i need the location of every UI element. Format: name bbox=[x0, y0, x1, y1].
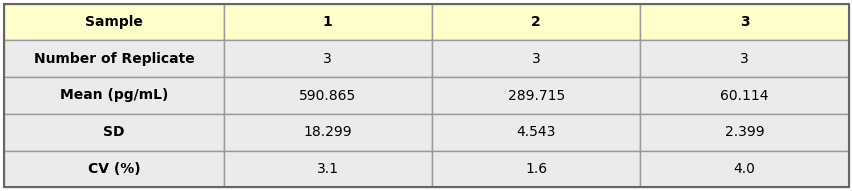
Text: 3: 3 bbox=[739, 15, 748, 29]
Bar bbox=[223, 40, 431, 77]
Bar bbox=[223, 4, 431, 40]
Text: 60.114: 60.114 bbox=[719, 88, 768, 103]
Text: 1: 1 bbox=[323, 15, 332, 29]
Bar bbox=[431, 114, 640, 151]
Bar bbox=[223, 151, 431, 187]
Text: 3: 3 bbox=[323, 52, 331, 66]
Text: Number of Replicate: Number of Replicate bbox=[33, 52, 194, 66]
Bar bbox=[431, 4, 640, 40]
Text: Sample: Sample bbox=[85, 15, 142, 29]
Bar bbox=[223, 114, 431, 151]
Bar bbox=[4, 40, 223, 77]
Bar bbox=[640, 114, 848, 151]
Bar bbox=[4, 114, 223, 151]
Text: 18.299: 18.299 bbox=[303, 125, 352, 139]
Text: 289.715: 289.715 bbox=[507, 88, 564, 103]
Text: CV (%): CV (%) bbox=[88, 162, 140, 176]
Text: 2: 2 bbox=[531, 15, 540, 29]
Text: 3: 3 bbox=[531, 52, 540, 66]
Bar bbox=[431, 151, 640, 187]
Text: 2.399: 2.399 bbox=[724, 125, 763, 139]
Text: 4.0: 4.0 bbox=[733, 162, 755, 176]
Bar bbox=[223, 77, 431, 114]
Bar bbox=[640, 151, 848, 187]
Bar bbox=[4, 77, 223, 114]
Text: SD: SD bbox=[103, 125, 124, 139]
Text: 4.543: 4.543 bbox=[515, 125, 556, 139]
Bar bbox=[431, 40, 640, 77]
Text: 1.6: 1.6 bbox=[525, 162, 547, 176]
Bar bbox=[431, 77, 640, 114]
Bar bbox=[4, 151, 223, 187]
Text: 3: 3 bbox=[740, 52, 748, 66]
Text: 590.865: 590.865 bbox=[299, 88, 356, 103]
Bar bbox=[640, 77, 848, 114]
Bar bbox=[640, 4, 848, 40]
Text: Mean (pg/mL): Mean (pg/mL) bbox=[60, 88, 168, 103]
Bar bbox=[4, 4, 223, 40]
Text: 3.1: 3.1 bbox=[316, 162, 338, 176]
Bar bbox=[640, 40, 848, 77]
